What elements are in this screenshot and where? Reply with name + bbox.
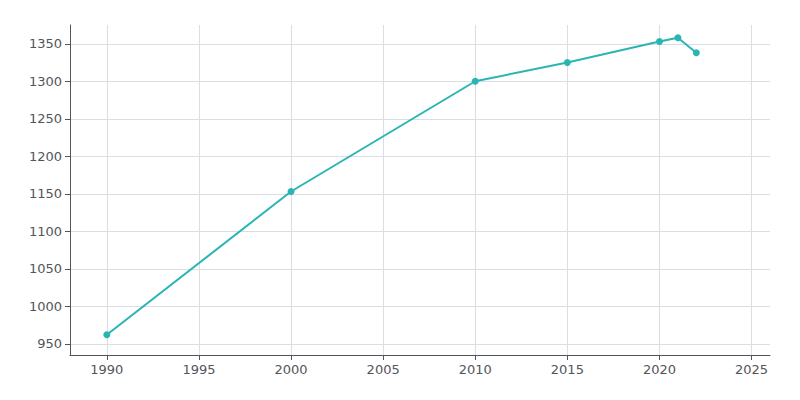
svg-text:2015: 2015 [551, 362, 584, 377]
svg-text:2005: 2005 [367, 362, 400, 377]
svg-text:2010: 2010 [459, 362, 492, 377]
svg-text:1100: 1100 [29, 224, 62, 239]
svg-text:2000: 2000 [275, 362, 308, 377]
svg-text:1990: 1990 [90, 362, 123, 377]
svg-text:2020: 2020 [643, 362, 676, 377]
svg-text:1150: 1150 [29, 186, 62, 201]
svg-text:950: 950 [37, 336, 62, 351]
svg-text:2025: 2025 [735, 362, 768, 377]
svg-text:1000: 1000 [29, 299, 62, 314]
svg-text:1995: 1995 [182, 362, 215, 377]
svg-text:1050: 1050 [29, 261, 62, 276]
svg-text:1200: 1200 [29, 149, 62, 164]
svg-text:1250: 1250 [29, 111, 62, 126]
svg-text:1350: 1350 [29, 36, 62, 51]
svg-text:1300: 1300 [29, 74, 62, 89]
